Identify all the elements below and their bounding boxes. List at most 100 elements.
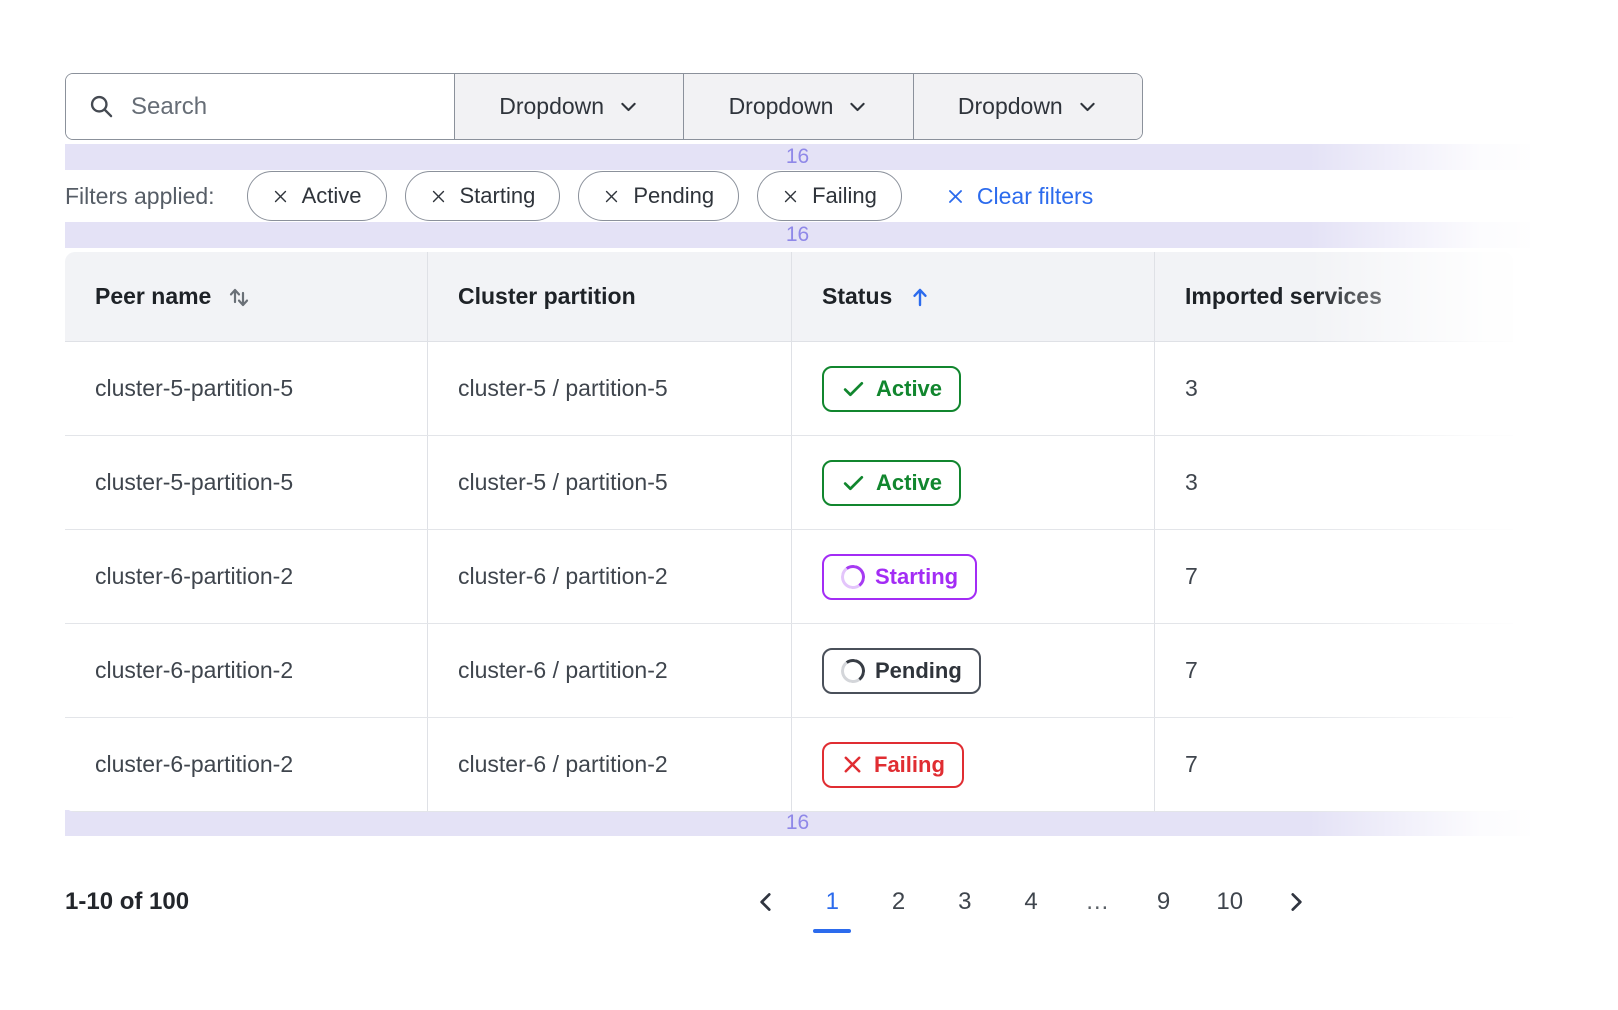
table-row[interactable]: cluster-5-partition-5 cluster-5 / partit… <box>65 436 1513 530</box>
filter-chip-label: Starting <box>459 183 536 208</box>
spacing-value: 16 <box>785 811 810 834</box>
status-badge-pending: Pending <box>822 647 981 694</box>
status-badge-active: Active <box>822 459 962 506</box>
cell-peer-name: cluster-5-partition-5 <box>65 436 428 529</box>
cell-imported-services: 7 <box>1155 530 1513 623</box>
cell-peer-name: cluster-6-partition-2 <box>65 530 428 623</box>
filter-chip-starting[interactable]: Starting <box>404 171 561 221</box>
dropdown-button-3[interactable]: Dropdown <box>912 74 1142 139</box>
filters-bar: Filters applied: Active Starting Pending… <box>65 170 1093 222</box>
table-header-row: Peer name Cluster partition Status Impor… <box>65 252 1513 342</box>
page-button-10[interactable]: 10 <box>1212 880 1248 924</box>
check-icon <box>843 381 864 397</box>
page-number: 2 <box>891 888 906 915</box>
status-label: Active <box>876 375 943 401</box>
column-header-imported-services[interactable]: Imported services <box>1155 252 1513 341</box>
column-header-status[interactable]: Status <box>792 252 1155 341</box>
column-label: Peer name <box>95 283 212 309</box>
column-header-cluster-partition[interactable]: Cluster partition <box>428 252 792 341</box>
status-badge-starting: Starting <box>822 553 978 600</box>
table-row[interactable]: cluster-6-partition-2 cluster-6 / partit… <box>65 530 1513 624</box>
chevron-down-icon <box>621 102 636 112</box>
status-label: Active <box>876 469 943 495</box>
toolbar: Dropdown Dropdown Dropdown <box>65 73 1143 140</box>
cell-peer-name: cluster-5-partition-5 <box>65 342 428 435</box>
page-number: 4 <box>1024 888 1038 915</box>
table-row[interactable]: cluster-5-partition-5 cluster-5 / partit… <box>65 342 1513 436</box>
dropdown-label: Dropdown <box>499 93 605 119</box>
spacing-value: 16 <box>785 145 810 168</box>
cell-status: Pending <box>792 624 1155 717</box>
cell-cluster-partition: cluster-5 / partition-5 <box>428 436 792 529</box>
clear-filters-x-icon <box>948 189 962 203</box>
page-button-9[interactable]: 9 <box>1146 880 1182 924</box>
previous-page-button[interactable] <box>748 880 784 924</box>
filter-chip-failing[interactable]: Failing <box>757 171 902 221</box>
sort-arrows-up-down-icon[interactable] <box>225 283 253 311</box>
pagination-nav: 1 2 3 4 … 9 10 <box>748 880 1314 933</box>
peers-table: Peer name Cluster partition Status Impor… <box>65 252 1513 812</box>
cell-imported-services: 3 <box>1155 342 1513 435</box>
filter-chip-active[interactable]: Active <box>246 171 387 221</box>
status-label: Starting <box>875 563 959 589</box>
page-button-3[interactable]: 3 <box>947 880 983 924</box>
next-page-button[interactable] <box>1278 880 1314 924</box>
cell-imported-services: 7 <box>1155 624 1513 717</box>
pagination-summary: 1-10 of 100 <box>65 888 190 915</box>
table-row[interactable]: cluster-6-partition-2 cluster-6 / partit… <box>65 624 1513 718</box>
cell-cluster-partition: cluster-6 / partition-2 <box>428 624 792 717</box>
filter-chip-label: Failing <box>812 183 877 208</box>
cell-status: Failing <box>792 718 1155 811</box>
dropdown-label: Dropdown <box>728 93 834 119</box>
table-row[interactable]: cluster-6-partition-2 cluster-6 / partit… <box>65 718 1513 812</box>
cell-cluster-partition: cluster-6 / partition-2 <box>428 530 792 623</box>
status-badge-active: Active <box>822 365 962 412</box>
status-badge-failing: Failing <box>822 741 964 788</box>
cell-peer-name: cluster-6-partition-2 <box>65 624 428 717</box>
page-button-2[interactable]: 2 <box>881 880 917 924</box>
cell-peer-name: cluster-6-partition-2 <box>65 718 428 811</box>
cell-cluster-partition: cluster-5 / partition-5 <box>428 342 792 435</box>
current-page-underline <box>813 929 852 933</box>
search-field[interactable] <box>66 74 454 139</box>
sort-arrow-up-icon[interactable] <box>906 283 934 311</box>
chevron-left-icon <box>760 893 771 911</box>
cell-imported-services: 3 <box>1155 436 1513 529</box>
remove-filter-icon[interactable] <box>272 188 289 205</box>
page-button-1[interactable]: 1 <box>813 880 852 933</box>
filters-applied-label: Filters applied: <box>65 182 215 209</box>
chevron-down-icon <box>1080 102 1095 112</box>
page-number: 3 <box>958 888 972 915</box>
filter-chip-pending[interactable]: Pending <box>578 171 740 221</box>
cell-status: Active <box>792 436 1155 529</box>
clear-filters-button[interactable]: Clear filters <box>946 183 1093 210</box>
filter-chip-label: Pending <box>633 183 715 208</box>
ellipsis-label: … <box>1085 888 1110 915</box>
chevron-down-icon <box>850 102 866 112</box>
spinner-icon <box>839 562 867 591</box>
clear-filters-label: Clear filters <box>976 182 1094 209</box>
status-label: Failing <box>874 751 945 777</box>
dropdown-button-1[interactable]: Dropdown <box>454 74 684 139</box>
column-label: Cluster partition <box>458 283 636 309</box>
check-icon <box>843 475 864 491</box>
page-number: 9 <box>1156 888 1171 915</box>
remove-filter-icon[interactable] <box>782 188 799 205</box>
column-header-peer-name[interactable]: Peer name <box>65 252 428 341</box>
page-button-4[interactable]: 4 <box>1013 880 1049 924</box>
page-number: 10 <box>1216 888 1244 915</box>
remove-filter-icon[interactable] <box>603 188 620 205</box>
cell-imported-services: 7 <box>1155 718 1513 811</box>
status-label: Pending <box>875 657 962 683</box>
spinner-icon <box>839 656 867 685</box>
remove-filter-icon[interactable] <box>430 188 447 205</box>
spacing-annotation: 16 <box>65 810 1530 836</box>
cell-cluster-partition: cluster-6 / partition-2 <box>428 718 792 811</box>
spacing-annotation: 16 <box>65 222 1530 248</box>
search-input[interactable] <box>131 92 432 121</box>
chevron-right-icon <box>1291 893 1302 911</box>
dropdown-button-2[interactable]: Dropdown <box>683 74 913 139</box>
column-label: Imported services <box>1185 283 1382 309</box>
cell-status: Starting <box>792 530 1155 623</box>
search-icon <box>90 95 113 118</box>
